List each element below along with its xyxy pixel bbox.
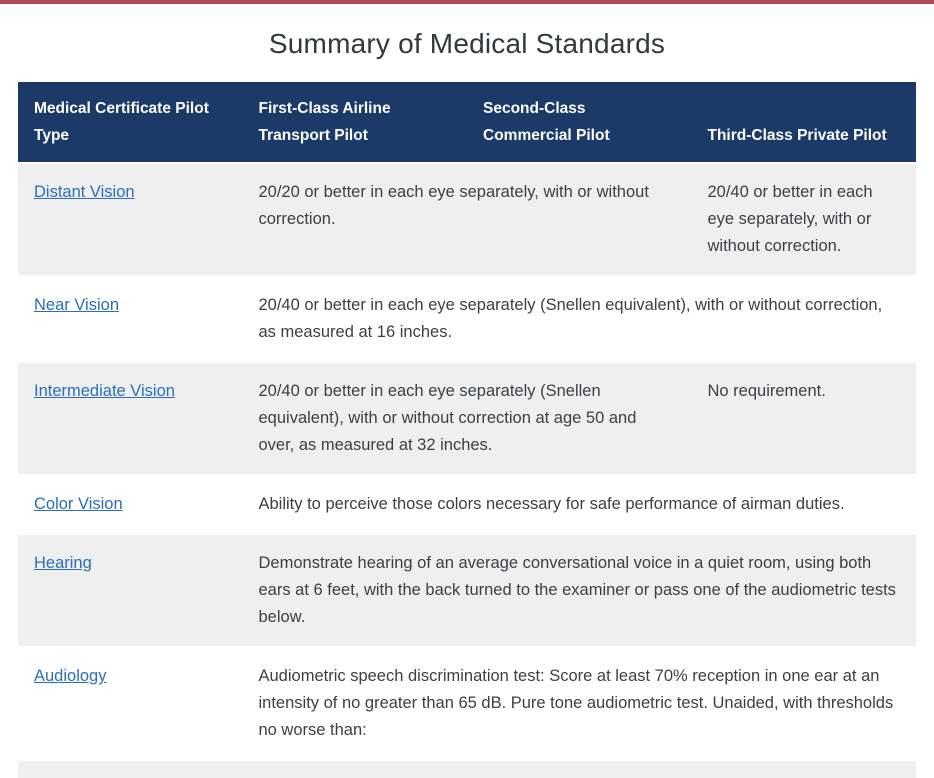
topic-cell: Color Vision xyxy=(18,476,243,533)
page-title: Summary of Medical Standards xyxy=(268,28,666,59)
requirement-cell-all-classes: 20/40 or better in each eye separately (… xyxy=(242,277,916,361)
table-row-partial xyxy=(18,761,916,778)
table-row-near-vision: Near Vision 20/40 or better in each eye … xyxy=(18,277,916,361)
table-row-hearing: Hearing Demonstrate hearing of an averag… xyxy=(18,535,916,646)
table-row-color-vision: Color Vision Ability to perceive those c… xyxy=(18,476,916,533)
header-medical-certificate-pilot-type: Medical Certificate Pilot Type xyxy=(18,82,243,162)
link-near-vision[interactable]: Near Vision xyxy=(34,296,119,314)
topic-cell: Distant Vision xyxy=(18,164,243,275)
table-row-intermediate-vision: Intermediate Vision 20/40 or better in e… xyxy=(18,363,916,474)
table-row-audiology: Audiology Audiometric speech discriminat… xyxy=(18,648,916,759)
medical-standards-section: Medical Certificate Pilot Type First-Cla… xyxy=(0,80,934,778)
link-audiology[interactable]: Audiology xyxy=(34,667,107,685)
link-hearing[interactable]: Hearing xyxy=(34,554,92,572)
partial-row-cell xyxy=(18,761,916,778)
header-first-class-airline-transport-pilot: First-Class Airline Transport Pilot xyxy=(242,82,467,162)
topic-cell: Intermediate Vision xyxy=(18,363,243,474)
header-third-class-private-pilot: Third-Class Private Pilot xyxy=(691,82,916,162)
table-header-row: Medical Certificate Pilot Type First-Cla… xyxy=(18,82,916,162)
requirement-cell-first-second-class: 20/40 or better in each eye separately (… xyxy=(242,363,692,474)
topic-cell: Audiology xyxy=(18,648,243,759)
requirement-cell-third-class: No requirement. xyxy=(691,363,916,474)
top-accent-bar xyxy=(0,0,934,4)
requirement-cell-all-classes: Demonstrate hearing of an average conver… xyxy=(242,535,916,646)
table-row-distant-vision: Distant Vision 20/20 or better in each e… xyxy=(18,164,916,275)
link-color-vision[interactable]: Color Vision xyxy=(34,495,123,513)
requirement-cell-third-class: 20/40 or better in each eye separately, … xyxy=(691,164,916,275)
medical-standards-table: Medical Certificate Pilot Type First-Cla… xyxy=(18,80,916,778)
requirement-cell-all-classes: Audiometric speech discrimination test: … xyxy=(242,648,916,759)
link-intermediate-vision[interactable]: Intermediate Vision xyxy=(34,382,175,400)
requirement-cell-all-classes: Ability to perceive those colors necessa… xyxy=(242,476,916,533)
topic-cell: Hearing xyxy=(18,535,243,646)
topic-cell: Near Vision xyxy=(18,277,243,361)
requirement-cell-first-second-class: 20/20 or better in each eye separately, … xyxy=(242,164,692,275)
link-distant-vision[interactable]: Distant Vision xyxy=(34,183,135,201)
header-second-class-commercial-pilot: Second-Class Commercial Pilot xyxy=(467,82,692,162)
